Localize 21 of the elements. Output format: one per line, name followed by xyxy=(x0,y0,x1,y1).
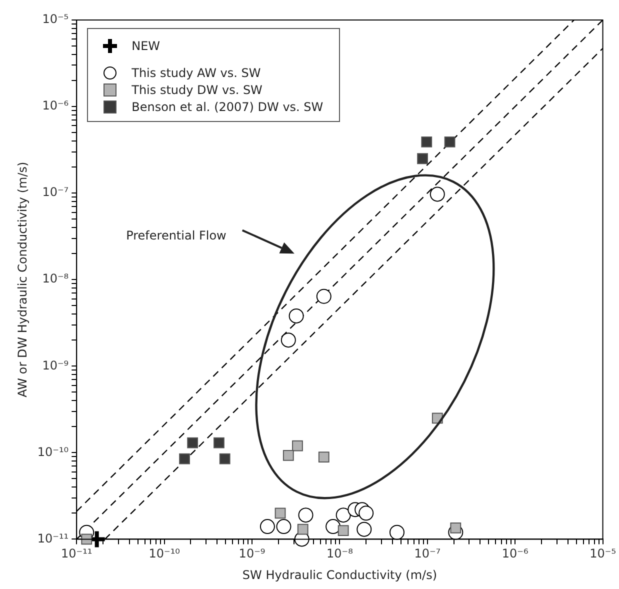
y-tick-label: 10⁻¹⁰ xyxy=(37,444,69,459)
x-tick-label: 10⁻⁷ xyxy=(414,546,441,561)
legend-label: This study DW vs. SW xyxy=(132,82,262,96)
x-tick-label: 10⁻¹¹ xyxy=(61,546,92,561)
legend-label: Benson et al. (2007) DW vs. SW xyxy=(132,100,324,114)
legend-label: NEW xyxy=(132,38,160,52)
y-tick-label: 10⁻⁷ xyxy=(42,185,69,200)
y-tick-label: 10⁻⁸ xyxy=(42,272,69,286)
y-tick-label: 10⁻⁵ xyxy=(42,12,69,26)
x-tick-label: 10⁻⁸ xyxy=(326,546,354,561)
annotation: Preferential Flow xyxy=(126,228,227,243)
x-tick-label: 10⁻⁵ xyxy=(590,546,616,561)
y-tick-label: 10⁻¹¹ xyxy=(37,531,69,546)
x-tick-label: 10⁻⁹ xyxy=(238,546,266,561)
y-tick-label: 10⁻⁶ xyxy=(42,98,69,113)
x-tick-label: 10⁻¹⁰ xyxy=(148,546,180,561)
x-axis-title: SW Hydraulic Conductivity (m/s) xyxy=(242,568,438,582)
y-tick-label: 10⁻⁹ xyxy=(42,358,69,372)
legend-label: This study AW vs. SW xyxy=(132,66,261,80)
y-axis-title: AW or DW Hydraulic Conductivity (m/s) xyxy=(15,162,30,398)
x-tick-label: 10⁻⁶ xyxy=(502,546,528,561)
